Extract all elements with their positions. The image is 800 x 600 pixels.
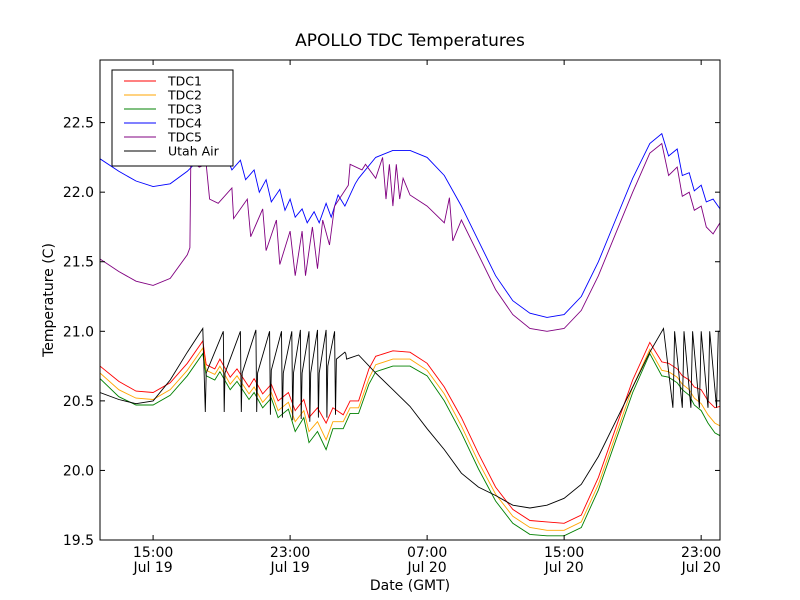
series-line-tdc1	[100, 339, 720, 524]
chart-title: APOLLO TDC Temperatures	[295, 31, 525, 51]
x-tick-label-date: Jul 19	[133, 560, 173, 576]
y-tick-label: 19.5	[63, 533, 94, 549]
x-axis-label: Date (GMT)	[370, 578, 450, 594]
legend-label: TDC4	[167, 116, 202, 131]
x-tick-label-time: 15:00	[544, 545, 584, 561]
y-axis-label: Temperature (C)	[41, 243, 57, 358]
legend-label: TDC5	[167, 130, 202, 145]
y-tick-label: 20.0	[63, 463, 94, 479]
legend-label: TDC2	[167, 88, 202, 103]
y-tick-label: 22.5	[63, 116, 94, 132]
plot-frame	[99, 59, 721, 541]
series-line-tdc5	[100, 142, 720, 332]
x-tick-label-date: Jul 19	[270, 560, 310, 576]
legend-box	[111, 69, 234, 167]
x-tick-label-time: 07:00	[407, 545, 447, 561]
x-tick-label-time: 15:00	[133, 545, 173, 561]
x-tick-label-time: 23:00	[681, 545, 721, 561]
x-tick-label-date: Jul 20	[681, 560, 721, 576]
series-line-tdc3	[100, 352, 720, 537]
y-axis: 19.5 20.0 20.5 21.0 21.5 22.0 22.5	[63, 116, 720, 549]
y-tick-label: 22.0	[63, 185, 94, 201]
x-tick-label-date: Jul 20	[407, 560, 447, 576]
x-tick-label-date: Jul 20	[544, 560, 584, 576]
legend-label: Utah Air	[168, 144, 220, 159]
y-tick-label: 21.5	[63, 255, 94, 271]
series-line-utah-air	[100, 327, 720, 509]
y-tick-label: 21.0	[63, 324, 94, 340]
y-tick-label: 20.5	[63, 394, 94, 410]
legend-label: TDC1	[167, 74, 202, 89]
series-line-tdc2	[100, 346, 720, 531]
legend-label: TDC3	[167, 102, 202, 117]
x-tick-label-time: 23:00	[270, 545, 310, 561]
